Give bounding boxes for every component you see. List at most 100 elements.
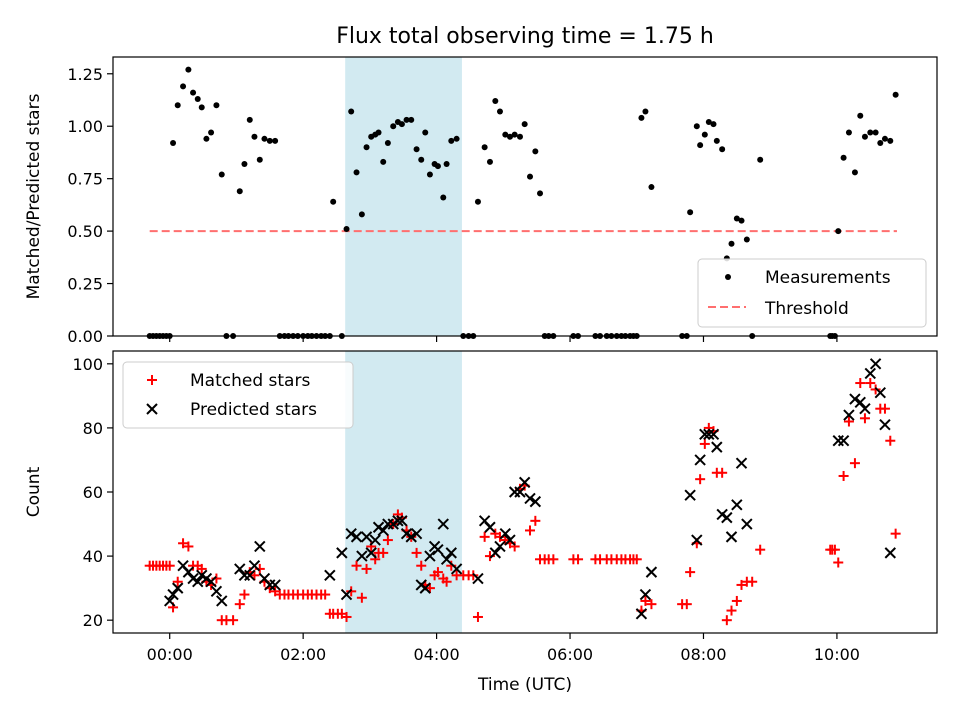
bottom-xtick-label: 04:00 (414, 645, 460, 664)
predicted-point-b (735, 457, 748, 469)
predicted-point-b (504, 534, 516, 546)
matched-point (239, 589, 250, 600)
predicted-point (472, 572, 484, 585)
matched-point (234, 599, 245, 610)
matched-point (838, 470, 849, 481)
legend-marker-predicted (146, 403, 158, 415)
measurement-point (527, 173, 534, 180)
top-ytick-label: 0.75 (67, 170, 103, 189)
predicted-point (244, 569, 256, 582)
matched-point (865, 378, 876, 389)
matched-point (356, 592, 367, 603)
predicted-point-b (172, 582, 184, 594)
measurement-point (398, 121, 405, 128)
matched-point (890, 528, 901, 539)
measurement-point (380, 158, 387, 165)
predicted-point (450, 563, 463, 575)
predicted-point (182, 566, 195, 578)
top-ytick-label: 0.00 (67, 327, 103, 346)
predicted-point-b (494, 540, 506, 553)
predicted-point (164, 595, 176, 607)
predicted-point-b (396, 515, 408, 527)
chart-title: Flux total observing time = 1.75 h (336, 24, 714, 49)
measurement-point (642, 108, 649, 115)
predicted-point (843, 409, 855, 421)
matched-point (829, 544, 840, 555)
predicted-point-b (336, 547, 348, 559)
predicted-point (210, 585, 223, 598)
legend-label-matched: Matched stars (190, 371, 310, 391)
predicted-point-b (499, 527, 512, 540)
predicted-point (392, 515, 404, 527)
bottom-xtick-label: 10:00 (814, 645, 860, 664)
predicted-point-b (684, 489, 696, 501)
predicted-point (703, 428, 715, 441)
predicted-point (874, 386, 886, 399)
matched-point (509, 541, 520, 552)
top-ytick-label: 0.25 (67, 275, 103, 294)
predicted-point (340, 588, 353, 601)
predicted-point-b (859, 402, 871, 415)
measurement-point (705, 119, 712, 126)
predicted-point (854, 396, 866, 408)
predicted-point (356, 550, 368, 562)
predicted-point (432, 543, 444, 556)
predicted-point (205, 576, 217, 588)
predicted-point (735, 457, 748, 469)
matched-point (172, 576, 183, 587)
predicted-point (879, 418, 891, 431)
predicted-point-b (478, 515, 491, 527)
predicted-point (699, 428, 711, 441)
predicted-point-b (450, 563, 463, 575)
matched-point (228, 615, 239, 626)
predicted-point (711, 441, 723, 453)
matched-point (717, 467, 728, 478)
predicted-point-b (424, 550, 436, 562)
bottom-axes-frame (112, 350, 938, 634)
predicted-point (424, 550, 436, 562)
predicted-point (248, 559, 261, 572)
predicted-point (864, 367, 876, 380)
matched-point (416, 560, 427, 571)
measurement-point (194, 95, 201, 102)
measurement-point (743, 236, 750, 243)
predicted-point-b (177, 559, 189, 572)
predicted-point (350, 531, 363, 543)
matched-point (731, 595, 742, 606)
measurement-point (261, 135, 268, 142)
matched-point (341, 611, 352, 622)
measurement-point (390, 123, 397, 130)
predicted-point-b (405, 531, 417, 543)
measurement-point (426, 171, 433, 178)
predicted-point (216, 595, 228, 607)
predicted-point (499, 527, 512, 540)
matched-point (849, 458, 860, 469)
measurement-point (208, 129, 215, 136)
predicted-point-b (192, 576, 204, 588)
predicted-point-b (200, 572, 213, 585)
measurement-point (185, 66, 192, 73)
measurement-point (840, 154, 847, 161)
measurement-point (845, 129, 852, 136)
matched-point (640, 595, 651, 606)
measurement-point (861, 133, 868, 140)
predicted-point-b (244, 569, 256, 582)
matched-point (320, 589, 331, 600)
matched-point (183, 541, 194, 552)
predicted-point-b (269, 579, 281, 591)
predicted-point (694, 454, 706, 466)
matched-point (196, 563, 207, 574)
matched-point (178, 538, 189, 549)
measurement-point (203, 135, 210, 142)
measurement-point (348, 108, 355, 115)
predicted-point-b (884, 547, 897, 559)
predicted-point-b (164, 595, 176, 607)
measurement-point (881, 135, 888, 142)
measurement-point (851, 169, 858, 176)
top-ytick-label: 1.25 (67, 65, 103, 84)
predicted-point-b (234, 563, 246, 575)
predicted-point-b (691, 534, 703, 546)
predicted-point-b (879, 418, 891, 431)
predicted-point (445, 547, 457, 559)
